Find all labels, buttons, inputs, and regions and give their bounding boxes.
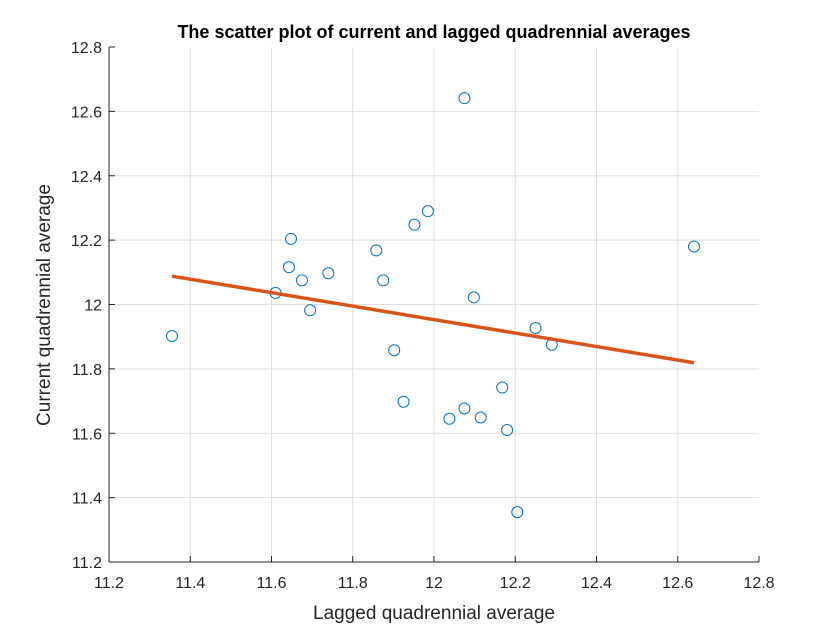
y-tick-label: 11.6 <box>72 426 102 443</box>
scatter-point <box>474 411 487 424</box>
scatter-point <box>397 395 410 408</box>
grid-lines <box>109 47 759 562</box>
x-tick-label: 12 <box>425 575 443 592</box>
data-layer <box>165 92 700 519</box>
x-tick-label: 11.6 <box>257 575 287 592</box>
scatter-point <box>165 330 178 343</box>
y-tick-label: 12.6 <box>71 104 102 121</box>
x-tick-label: 12.8 <box>743 575 774 592</box>
y-tick-label: 12.8 <box>71 40 102 57</box>
x-tick-label: 12.6 <box>662 575 693 592</box>
scatter-point <box>443 412 456 425</box>
scatter-point <box>322 267 335 280</box>
x-tick-label: 11.4 <box>175 575 205 592</box>
scatter-point <box>421 205 434 218</box>
ticks-layer: 11.2 11.4 11.6 11.8 12 12.2 12.4 12.6 12.8 11.2 11… <box>71 40 775 592</box>
scatter-point <box>501 424 514 437</box>
x-tick-label: 12.4 <box>581 575 612 592</box>
x-axis-label: Lagged quadrennial average <box>313 603 555 624</box>
fit-line <box>171 274 695 365</box>
x-tick-label: 11.2 <box>94 575 124 592</box>
scatter-point <box>688 240 700 253</box>
y-tick-label: 12.4 <box>71 169 102 186</box>
scatter-point <box>458 402 471 415</box>
y-tick-label: 11.4 <box>72 491 102 508</box>
x-tick-label: 11.8 <box>338 575 368 592</box>
scatter-point <box>408 218 421 231</box>
scatter-point <box>295 274 308 287</box>
scatter-point <box>377 274 390 287</box>
y-tick-label: 12 <box>84 298 102 315</box>
scatter-point <box>370 244 383 257</box>
y-tick-label: 11.8 <box>72 362 102 379</box>
y-tick-label: 12.2 <box>71 233 102 250</box>
scatter-point <box>282 261 295 274</box>
scatter-point <box>467 291 480 304</box>
plot-area: 11.2 11.4 11.6 11.8 12 12.2 12.4 12.6 12.8 11.2 11… <box>71 40 775 592</box>
y-tick-label: 11.2 <box>72 555 102 572</box>
chart-title: The scatter plot of current and lagged q… <box>177 22 690 42</box>
scatter-point <box>388 344 401 357</box>
scatter-point <box>496 381 509 394</box>
scatter-point <box>285 232 297 245</box>
scatter-point <box>511 506 524 519</box>
x-tick-label: 12.2 <box>500 575 531 592</box>
scatter-point <box>529 321 542 334</box>
scatter-point <box>304 304 317 317</box>
y-axis-label: Current quadrennial average <box>34 184 55 426</box>
scatter-point <box>458 92 471 105</box>
